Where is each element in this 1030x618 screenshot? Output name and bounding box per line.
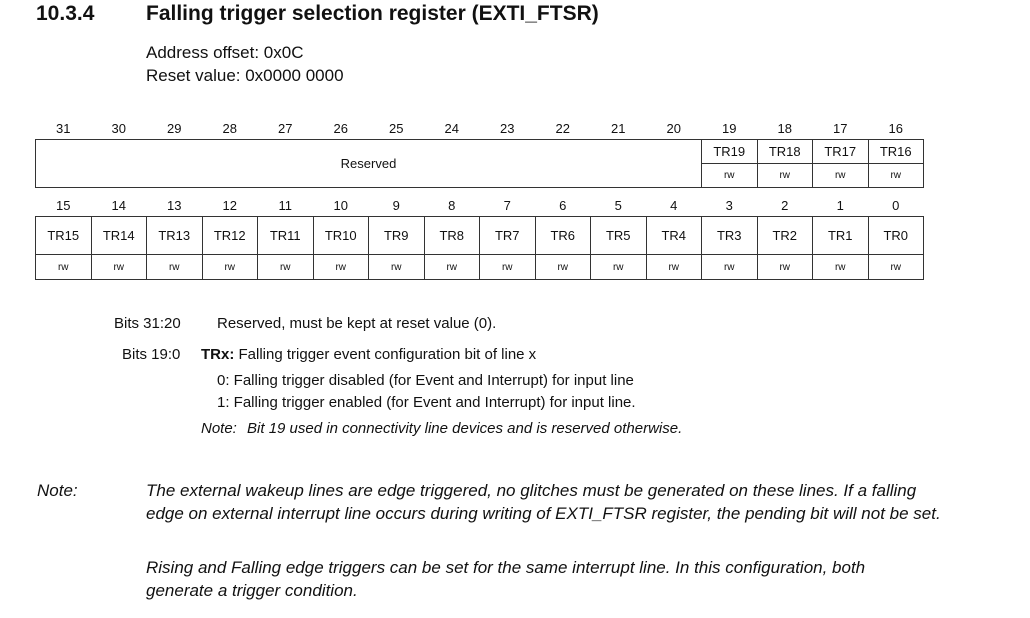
field-cell: TR10 (312, 216, 369, 255)
field-cell: TR9 (368, 216, 425, 255)
field-cell: TR19 (701, 139, 758, 164)
field-cell: TR0 (867, 216, 924, 255)
access-cell: rw (756, 163, 813, 188)
access-cell: rw (645, 254, 702, 280)
field-cell: TR8 (423, 216, 480, 255)
bit-number: 0 (892, 197, 900, 213)
access-cell: rw (867, 254, 924, 280)
note-label: Note: (37, 481, 78, 500)
access-cell: rw (812, 163, 869, 188)
bits-19-0-label: Bits 19:0 (122, 346, 181, 363)
access-cell: rw (756, 254, 813, 280)
access-cell: rw (90, 254, 147, 280)
bit-number: 23 (500, 120, 515, 136)
access-cell: rw (534, 254, 591, 280)
bit-number: 21 (611, 120, 626, 136)
access-cell: rw (423, 254, 480, 280)
note-paragraph-2: Rising and Falling edge triggers can be … (146, 558, 866, 600)
access-cell: rw (701, 163, 758, 188)
access-cell: rw (590, 254, 647, 280)
access-cell: rw (368, 254, 425, 280)
bit-number: 5 (614, 197, 622, 213)
access-cell: rw (146, 254, 203, 280)
bit-number: 6 (559, 197, 567, 213)
bit-number: 14 (111, 197, 126, 213)
bit-number: 19 (722, 120, 737, 136)
field-cell: TR5 (590, 216, 647, 255)
bit-number: 26 (333, 120, 348, 136)
access-cell: rw (312, 254, 369, 280)
field-cell: TR2 (756, 216, 813, 255)
field-cell: TR14 (90, 216, 147, 255)
bit-number: 24 (444, 120, 459, 136)
bits-31-20-label: Bits 31:20 (114, 315, 181, 332)
bit-number: 3 (725, 197, 733, 213)
bit-number: 28 (222, 120, 237, 136)
bit-number: 8 (448, 197, 456, 213)
bit-number: 1 (836, 197, 844, 213)
bit-number: 17 (833, 120, 848, 136)
field-cell: TR1 (812, 216, 869, 255)
bit-number: 25 (389, 120, 404, 136)
bit-number: 30 (111, 120, 126, 136)
field-cell: TR18 (756, 139, 813, 164)
field-description: Falling trigger event configuration bit … (238, 346, 537, 363)
field-cell: TR4 (645, 216, 702, 255)
register-lower-table: 15 14 13 12 11 10 9 8 7 6 5 4 3 2 1 0 TR15 TR14 TR13 TR12 T… (35, 194, 924, 280)
field-cell: TR15 (35, 216, 92, 255)
field-cell: TR7 (479, 216, 536, 255)
bit-number: 22 (555, 120, 570, 136)
address-offset: Address offset: 0x0C (146, 43, 304, 62)
bit-number: 9 (392, 197, 400, 213)
bit-number: 20 (666, 120, 681, 136)
bit-number: 12 (222, 197, 237, 213)
bit-number: 11 (278, 197, 293, 213)
bit-number: 29 (167, 120, 182, 136)
bit-number: 18 (777, 120, 792, 136)
access-cell: rw (479, 254, 536, 280)
value-1-text: 1: Falling trigger enabled (for Event an… (217, 394, 636, 411)
reserved-field: Reserved (35, 139, 702, 188)
access-cell: rw (35, 254, 92, 280)
value-0-text: 0: Falling trigger disabled (for Event a… (217, 372, 634, 389)
inline-note-text: Bit 19 used in connectivity line devices… (247, 420, 683, 437)
field-cell: TR3 (701, 216, 758, 255)
field-cell: TR13 (146, 216, 203, 255)
reset-value: Reset value: 0x0000 0000 (146, 66, 344, 85)
section-number: 10.3.4 (36, 2, 95, 25)
field-cell: TR16 (867, 139, 924, 164)
bit-number: 13 (167, 197, 182, 213)
register-upper-table: 31 30 29 28 27 26 25 24 23 22 21 20 19 18 17 16 Reserve… (35, 117, 924, 188)
bit-number: 16 (888, 120, 903, 136)
field-cell: TR12 (201, 216, 258, 255)
bit-number: 10 (333, 197, 348, 213)
field-cell: TR11 (257, 216, 314, 255)
note-paragraph-1: The external wakeup lines are edge trigg… (146, 481, 941, 523)
field-cell: TR6 (534, 216, 591, 255)
access-cell: rw (812, 254, 869, 280)
access-cell: rw (201, 254, 258, 280)
field-cell: TR17 (812, 139, 869, 164)
bit-number: 2 (781, 197, 789, 213)
bit-number: 31 (56, 120, 71, 136)
inline-note: Note: Bit 19 used in connectivity line d… (201, 420, 682, 437)
bits-19-0-desc: TRx: Falling trigger event configuration… (201, 346, 536, 363)
inline-note-label: Note: (201, 420, 237, 437)
access-cell: rw (257, 254, 314, 280)
bit-number: 27 (278, 120, 293, 136)
access-cell: rw (701, 254, 758, 280)
bits-31-20-text: Reserved, must be kept at reset value (0… (217, 315, 497, 332)
field-name: TRx: (201, 346, 235, 363)
section-title: Falling trigger selection register (EXTI… (146, 2, 599, 25)
access-cell: rw (867, 163, 924, 188)
bit-number: 15 (56, 197, 71, 213)
bit-number: 7 (503, 197, 511, 213)
bit-number: 4 (670, 197, 678, 213)
